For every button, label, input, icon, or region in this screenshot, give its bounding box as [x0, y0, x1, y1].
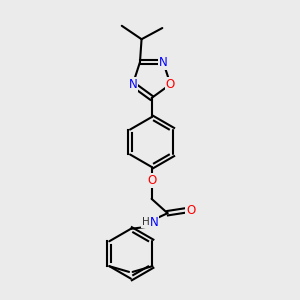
- Text: N: N: [159, 56, 168, 69]
- Text: O: O: [147, 174, 156, 187]
- Text: O: O: [186, 203, 196, 217]
- Text: N: N: [128, 78, 137, 91]
- Text: O: O: [166, 78, 175, 91]
- Text: N: N: [149, 216, 158, 229]
- Text: H: H: [142, 217, 150, 227]
